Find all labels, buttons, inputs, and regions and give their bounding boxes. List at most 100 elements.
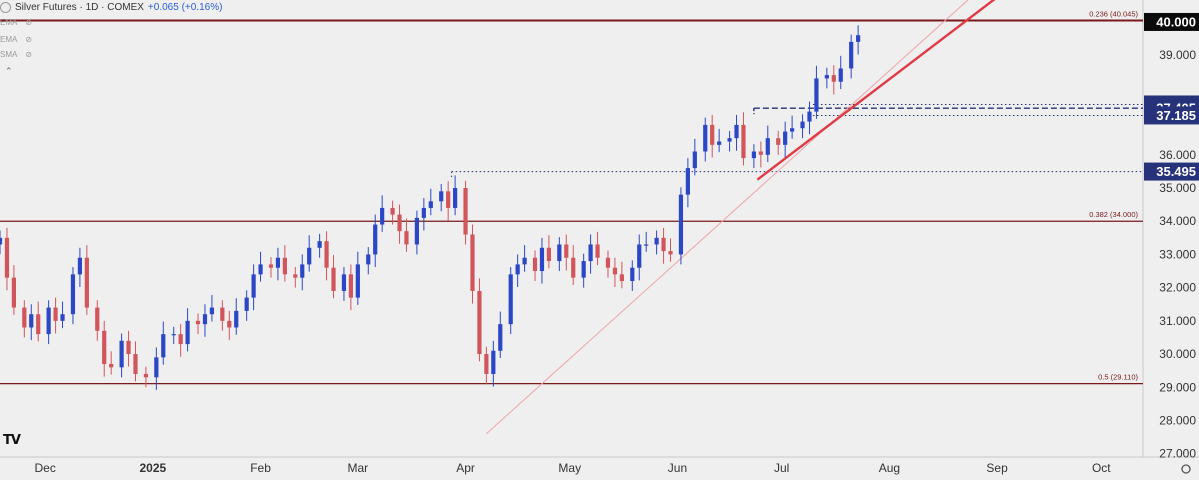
collapse-indicators-icon[interactable]: ⌃ [5, 66, 13, 76]
price-axis [1143, 0, 1199, 480]
candle-body [70, 274, 76, 315]
candle-body [380, 207, 385, 225]
candle-body [390, 207, 395, 215]
indicator-label: SMA [0, 50, 18, 59]
candle-body [522, 257, 527, 265]
candle-body [161, 334, 166, 358]
fib-level-label: 0.5 (29.110) [1098, 373, 1138, 382]
candle-body [498, 324, 503, 351]
price-label: 35.495 [1156, 164, 1196, 179]
x-tick-label: Feb [250, 461, 271, 475]
candle-body [109, 364, 114, 368]
candle-body [453, 188, 458, 208]
candle-body [244, 297, 249, 311]
candle-body [727, 138, 732, 142]
candle-body [741, 124, 746, 159]
candle-body [588, 244, 593, 262]
candle-body [77, 257, 83, 275]
candle-body [195, 320, 201, 325]
candle-body [4, 237, 10, 278]
candle-body [692, 151, 697, 169]
price-label-box [1144, 162, 1199, 181]
candle-body [282, 257, 287, 275]
candle-body [515, 264, 520, 275]
candle-body [477, 290, 482, 355]
price-label: 37.185 [1156, 108, 1196, 123]
candle-body [202, 314, 208, 325]
candle-body [317, 241, 322, 248]
candle-body [154, 357, 159, 378]
y-tick-label: 29.000 [1159, 380, 1196, 394]
candle-body [95, 307, 100, 331]
candle-body [36, 314, 41, 335]
indicator-row[interactable]: EMA ⊘ [0, 18, 32, 27]
candle-body [484, 354, 489, 374]
fib-level-label: 0.236 (40.045) [1089, 9, 1138, 18]
price-label-box [1144, 12, 1199, 31]
candle-body [824, 75, 829, 79]
candle-body [581, 261, 586, 278]
candle-body [11, 277, 16, 308]
candle-body [532, 257, 538, 272]
collapse-icon[interactable] [0, 1, 11, 13]
candle-body [831, 75, 836, 82]
x-tick-label: Sep [986, 461, 1008, 475]
y-tick-label: 39.000 [1159, 48, 1196, 62]
candle-body [373, 224, 378, 255]
candle-body [539, 247, 545, 272]
candle-body [637, 244, 642, 268]
y-tick-label: 28.000 [1159, 413, 1196, 427]
candle-body [734, 124, 739, 139]
candle-body [612, 267, 618, 275]
indicator-row[interactable]: SMA ⊘ [0, 50, 32, 59]
candle-body [463, 188, 468, 235]
candle-body [119, 340, 124, 368]
candle-body [446, 191, 451, 208]
candle-body [605, 257, 611, 268]
y-tick-label: 35.000 [1159, 181, 1196, 195]
indicator-label: EMA [0, 18, 18, 27]
candle-body [126, 340, 131, 355]
candle-body [470, 234, 475, 291]
candle-body [644, 244, 649, 246]
candle-body [765, 138, 770, 155]
candle-body [268, 264, 274, 268]
y-tick-label: 32.000 [1159, 281, 1196, 295]
candle-body [227, 320, 232, 328]
candle-body [133, 354, 138, 374]
y-tick-label: 31.000 [1159, 314, 1196, 328]
eye-hidden-icon[interactable]: ⊘ [25, 50, 33, 59]
candle-body [421, 207, 426, 218]
candle-body [84, 257, 89, 308]
candle-body [668, 251, 673, 255]
trendline [486, 0, 969, 435]
eye-hidden-icon[interactable]: ⊘ [25, 18, 33, 27]
candle-body [53, 307, 58, 321]
y-tick-label: 36.000 [1159, 148, 1196, 162]
candle-body [29, 314, 34, 328]
candle-body [366, 254, 371, 265]
candle-body [220, 307, 225, 321]
fib-level-label: 0.382 (34.000) [1089, 210, 1138, 219]
candle-body [783, 131, 788, 145]
candle-body [46, 307, 51, 335]
settings-icon [1181, 464, 1191, 474]
candle-body [856, 35, 861, 42]
indicator-row[interactable]: EMA ⊘ [0, 35, 32, 44]
candle-body [800, 121, 805, 129]
price-change: +0.065 (+0.16%) [147, 1, 223, 13]
candle-body [838, 68, 843, 82]
candle-body [571, 257, 576, 278]
price-label-box [1144, 106, 1199, 125]
symbol-title[interactable]: Silver Futures · 1D · COMEX [15, 1, 144, 13]
eye-hidden-icon[interactable]: ⊘ [25, 35, 33, 44]
candle-body [185, 320, 190, 345]
x-tick-label: Jun [668, 461, 687, 475]
candle-body [814, 78, 819, 112]
candle-body [776, 138, 781, 145]
candle-body [341, 274, 347, 291]
candle-body [557, 244, 562, 262]
candle-body [293, 274, 298, 278]
candle-body [790, 128, 795, 132]
